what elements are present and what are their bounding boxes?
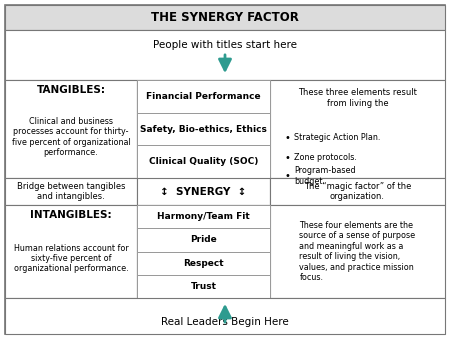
Bar (5, 178, 137, 205)
Text: Trust: Trust (190, 282, 216, 291)
Text: These four elements are the
source of a sense of purpose
and meaningful work as : These four elements are the source of a … (299, 221, 415, 282)
Bar (137, 275, 270, 298)
Bar (137, 113, 270, 145)
Bar (270, 178, 445, 205)
Text: Harmony/Team Fit: Harmony/Team Fit (157, 212, 250, 221)
Text: Program-based
budget.: Program-based budget. (294, 166, 356, 186)
Text: INTANGIBLES:: INTANGIBLES: (30, 210, 112, 220)
Text: Bridge between tangibles
and intangibles.: Bridge between tangibles and intangibles… (17, 182, 125, 201)
Text: The “magic factor” of the
organization.: The “magic factor” of the organization. (304, 182, 411, 201)
Bar (5, 205, 137, 298)
Text: Safety, Bio-ethics, Ethics: Safety, Bio-ethics, Ethics (140, 124, 267, 134)
Text: Respect: Respect (183, 259, 224, 267)
Text: Zone protocols.: Zone protocols. (294, 154, 357, 162)
Text: •: • (284, 171, 290, 181)
Text: •: • (284, 133, 290, 143)
Text: Real Leaders Begin Here: Real Leaders Begin Here (161, 317, 289, 327)
Bar (5, 5, 445, 30)
Text: Human relations account for
sixty-five percent of
organizational performance.: Human relations account for sixty-five p… (14, 244, 128, 273)
Bar (5, 30, 445, 80)
Text: Clinical and business
processes account for thirty-
five percent of organization: Clinical and business processes account … (12, 117, 130, 157)
Text: People with titles start here: People with titles start here (153, 40, 297, 50)
Bar (137, 228, 270, 252)
Text: ↕  SYNERGY  ↕: ↕ SYNERGY ↕ (160, 186, 247, 197)
Text: These three elements result
from living the: These three elements result from living … (298, 88, 417, 108)
Text: TANGIBLES:: TANGIBLES: (36, 85, 105, 95)
Bar (137, 145, 270, 178)
Bar (137, 205, 270, 298)
Text: THE SYNERGY FACTOR: THE SYNERGY FACTOR (151, 11, 299, 24)
Bar (137, 205, 270, 228)
Bar (137, 178, 270, 205)
Text: •: • (284, 153, 290, 163)
Text: Clinical Quality (SOC): Clinical Quality (SOC) (149, 157, 258, 166)
Bar (270, 205, 445, 298)
Bar (137, 252, 270, 275)
Bar (270, 80, 445, 178)
Bar (5, 80, 137, 178)
Text: Financial Performance: Financial Performance (146, 92, 261, 101)
Bar (5, 298, 445, 334)
Bar (137, 80, 270, 178)
Text: Pride: Pride (190, 235, 217, 244)
Bar (137, 80, 270, 113)
Text: Strategic Action Plan.: Strategic Action Plan. (294, 134, 380, 142)
